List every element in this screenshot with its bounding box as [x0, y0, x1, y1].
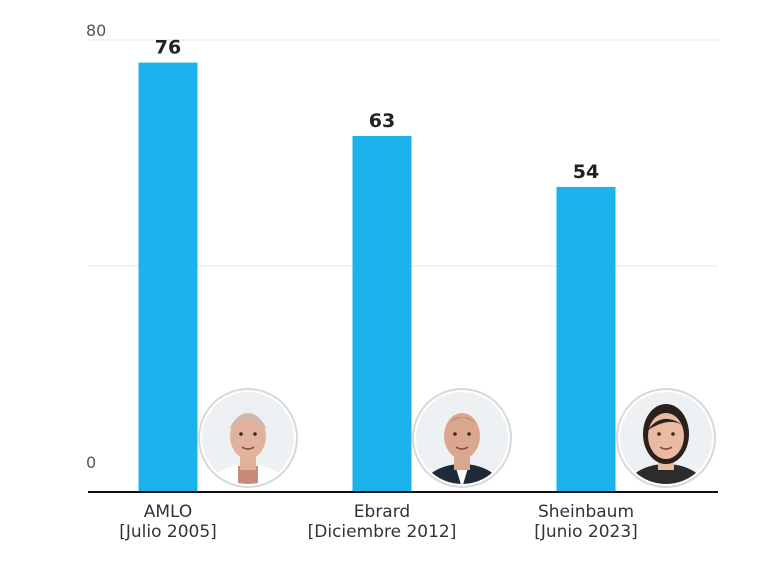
value-label-amlo: 76 — [155, 37, 181, 59]
category-sublabel-amlo: [Julio 2005] — [119, 522, 217, 542]
value-label-ebrard: 63 — [369, 110, 395, 132]
category-labels: AMLO[Julio 2005] Ebrard[Diciembre 2012] Sh… — [119, 502, 638, 542]
bars — [138, 62, 616, 493]
y-tick-label-0: 0 — [86, 453, 96, 472]
bar-amlo — [138, 62, 198, 492]
y-axis-ticks: 0 80 — [86, 21, 106, 472]
value-label-sheinbaum: 54 — [573, 161, 599, 183]
y-tick-label-1: 80 — [86, 21, 106, 40]
category-sublabel-ebrard: [Diciembre 2012] — [308, 522, 457, 542]
category-label-ebrard: Ebrard — [354, 502, 410, 522]
category-label-sheinbaum: Sheinbaum — [538, 502, 634, 522]
bar-ebrard — [352, 136, 412, 493]
category-label-amlo: AMLO — [144, 502, 193, 522]
value-labels: 76 63 54 — [155, 37, 599, 183]
portraits — [198, 388, 716, 488]
portrait-amlo-icon — [198, 388, 298, 488]
category-sublabel-sheinbaum: [Junio 2023] — [534, 522, 638, 542]
portrait-sheinbaum-icon — [616, 388, 716, 488]
portrait-ebrard-icon — [412, 388, 512, 488]
bar-sheinbaum — [556, 186, 616, 492]
